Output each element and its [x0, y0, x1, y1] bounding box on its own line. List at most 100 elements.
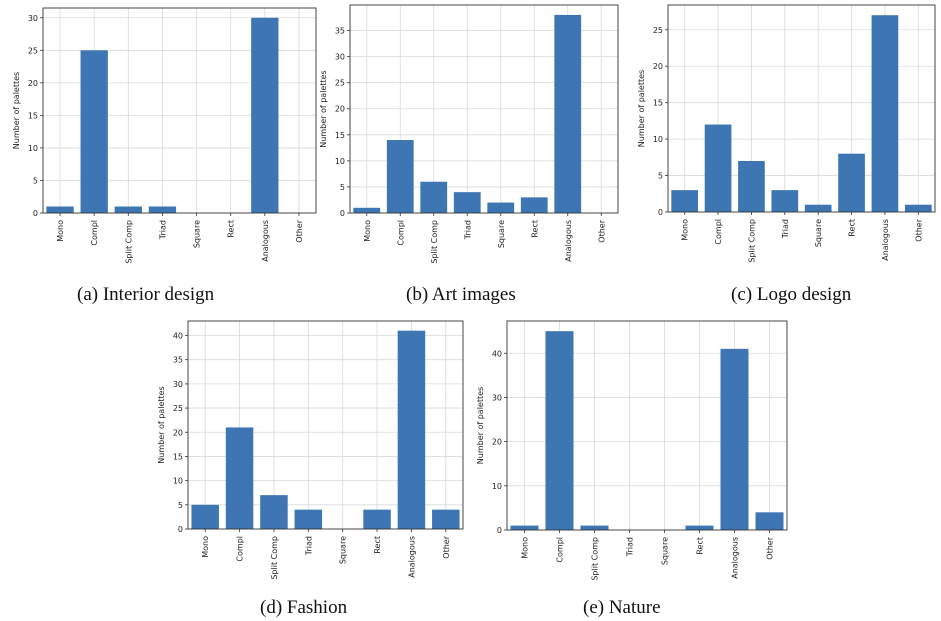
x-tick-label: Mono [681, 219, 690, 241]
x-tick-label: Other [914, 218, 923, 241]
x-tick-label: Analogous [261, 220, 270, 262]
bar-triad [294, 509, 323, 529]
chart-panel-b: 0 5 10 15 20 25 30 35 Mono Compl Split Comp Triad Sq… [315, 0, 635, 275]
y-tick-label: 10 [492, 482, 502, 491]
y-tick-label: 5 [178, 501, 183, 510]
y-tick-label: 20 [28, 79, 38, 88]
bar-other [432, 509, 460, 529]
chart-panel-a: 0 5 10 15 20 25 30 Mono Compl Split Comp Triad Squa… [0, 0, 320, 275]
x-tick-label: Split Comp [591, 537, 600, 581]
x-tick-label: Compl [236, 536, 245, 562]
x-tick-label: Other [597, 219, 606, 242]
bar-triad [771, 190, 799, 212]
y-tick-label: 25 [653, 26, 663, 35]
y-axis-title: Number of palettes [476, 387, 485, 464]
chart-b-svg: 0 5 10 15 20 25 30 35 Mono Compl Split Comp Triad Sq… [319, 4, 619, 264]
x-tick-label: Square [193, 220, 202, 248]
y-axis-ticks-d: 0 5 10 15 20 25 30 35 40 [173, 332, 188, 534]
bar-analogous [871, 15, 899, 213]
x-tick-label: Triad [158, 220, 167, 240]
bar-compl [704, 124, 732, 212]
caption-a: (a) Interior design [77, 284, 215, 305]
x-tick-label: Rect [227, 220, 236, 238]
x-tick-label: Rect [848, 219, 857, 237]
x-tick-label: Other [295, 219, 304, 242]
x-tick-label: Square [661, 537, 670, 565]
y-axis-title: Number of palettes [157, 386, 166, 463]
x-tick-label: Triad [626, 537, 635, 557]
x-tick-label: Triad [781, 219, 790, 239]
x-tick-label: Split Comp [747, 219, 756, 263]
y-tick-label: 25 [28, 46, 38, 55]
chart-panel-e: 0 10 20 30 40 Mono Compl Split Comp Triad Square R… [472, 312, 790, 587]
x-tick-label: Mono [201, 536, 210, 558]
chart-panel-d: 0 5 10 15 20 25 30 35 40 Mono Compl Split Comp Triad… [155, 312, 473, 587]
y-tick-label: 15 [335, 131, 345, 140]
x-tick-label: Split Comp [270, 536, 279, 580]
bar-analogous [251, 17, 279, 214]
bar-mono [353, 207, 381, 213]
x-tick-label: Square [497, 220, 506, 248]
y-tick-label: 30 [28, 14, 38, 23]
chart-a-svg: 0 5 10 15 20 25 30 Mono Compl Split Comp Triad Squa… [12, 7, 317, 264]
y-tick-label: 5 [658, 172, 663, 181]
bar-other [904, 204, 932, 212]
y-tick-label: 0 [497, 526, 502, 535]
bar-split-comp [738, 160, 765, 212]
bar-triad [148, 206, 177, 213]
x-tick-label: Rect [530, 220, 539, 238]
x-tick-label: Compl [714, 219, 723, 245]
x-tick-label: Analogous [564, 220, 573, 262]
caption-e: (e) Nature [583, 597, 661, 618]
y-tick-label: 0 [658, 208, 663, 217]
x-tick-label: Analogous [407, 536, 416, 578]
bar-compl [80, 50, 108, 213]
x-tick-label: Analogous [731, 537, 740, 579]
y-tick-label: 20 [492, 438, 502, 447]
y-tick-label: 0 [340, 209, 345, 218]
x-axis-ticks-e: Mono Compl Split Comp Triad Square Rect Analog… [521, 530, 775, 581]
y-tick-label: 25 [173, 404, 183, 413]
x-axis-ticks-c: Mono Compl Split Comp Triad Square Rect Analog… [681, 212, 923, 263]
x-tick-label: Mono [363, 220, 372, 242]
x-axis-ticks-b: Mono Compl Split Comp Triad Square Rect Analog… [363, 213, 606, 264]
x-tick-label: Triad [304, 536, 313, 556]
chart-panel-c: 0 5 10 15 20 25 Mono Compl Split Comp Triad Square… [630, 0, 941, 275]
bar-split-comp [114, 206, 142, 213]
y-tick-label: 10 [173, 477, 183, 486]
x-tick-label: Other [442, 535, 451, 558]
y-axis-title: Number of palettes [637, 70, 646, 147]
bar-square [804, 204, 832, 212]
y-tick-label: 15 [28, 111, 38, 120]
bar-split-comp [260, 495, 288, 529]
y-tick-label: 5 [340, 183, 345, 192]
bar-split-comp [420, 181, 448, 213]
y-tick-label: 10 [28, 144, 38, 153]
y-axis-ticks-c: 0 5 10 15 20 25 [653, 26, 668, 217]
bar-rect [838, 153, 865, 212]
chart-d-svg: 0 5 10 15 20 25 30 35 40 Mono Compl Split Comp Triad… [157, 320, 464, 580]
y-tick-label: 30 [335, 53, 345, 62]
bar-compl [545, 331, 574, 530]
bar-analogous [554, 14, 582, 214]
x-tick-label: Square [339, 536, 348, 564]
x-axis-ticks-a: Mono Compl Split Comp Triad Square Rect Analog… [56, 213, 304, 264]
bars-e [510, 331, 784, 530]
y-tick-label: 10 [335, 157, 345, 166]
y-tick-label: 35 [335, 27, 345, 36]
x-tick-label: Square [814, 219, 823, 247]
bar-rect [685, 525, 714, 530]
bars-a [46, 17, 279, 214]
bar-analogous [720, 348, 749, 530]
x-tick-label: Analogous [881, 219, 890, 261]
caption-d: (d) Fashion [260, 597, 348, 618]
bars-d [191, 330, 460, 529]
y-axis-title: Number of palettes [12, 72, 21, 149]
y-tick-label: 35 [173, 356, 183, 365]
plot-frame [42, 7, 317, 214]
bar-mono [510, 525, 539, 530]
y-tick-label: 30 [492, 393, 502, 402]
bar-analogous [397, 330, 426, 529]
x-tick-label: Other [766, 536, 775, 559]
bar-mono [191, 504, 219, 529]
